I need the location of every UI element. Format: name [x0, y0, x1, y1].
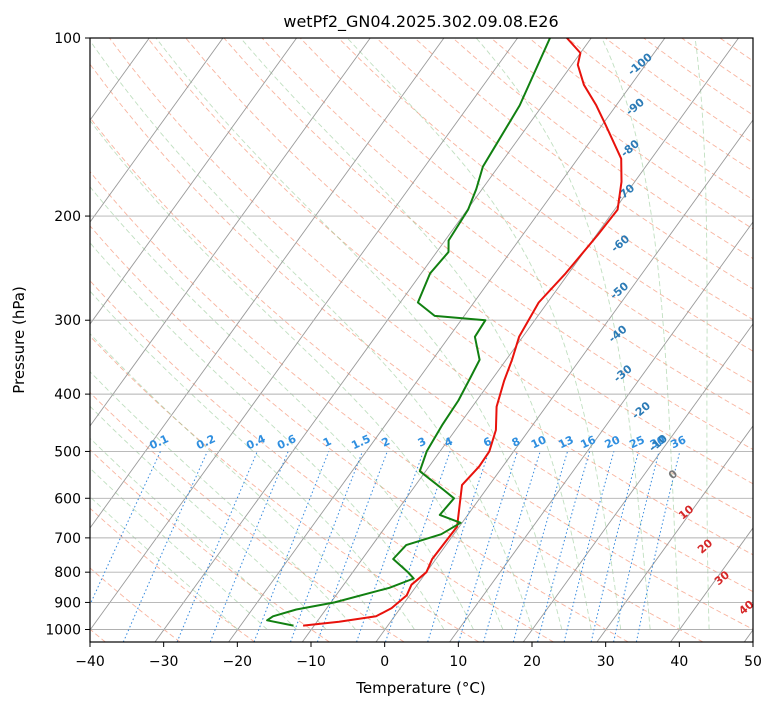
mixing-ratio-line: [427, 451, 490, 642]
dry-adiabat-line: [376, 38, 753, 321]
mixing-ratio-line: [590, 451, 640, 642]
moist-adiabat-line: [90, 290, 415, 630]
isotherm-line: [670, 527, 753, 642]
moist-adiabat-line: [90, 242, 445, 630]
moist-adiabat-line: [90, 371, 356, 630]
isotherm-line: [90, 38, 445, 529]
moist-adiabat-line: [694, 38, 710, 630]
dry-adiabat-line: [90, 170, 704, 642]
dry-adiabat-line: [185, 38, 753, 485]
mixing-ratio-line: [458, 451, 518, 642]
x-tick-label: 0: [380, 654, 389, 670]
isotherm-line: [301, 38, 739, 642]
temperature-profile-line: [302, 38, 623, 627]
x-axis-label: Temperature (°C): [355, 679, 485, 697]
moist-adiabat-line: [346, 38, 622, 630]
isotherm-line: [522, 323, 753, 642]
moist-adiabat-line: [601, 38, 681, 630]
y-tick-label: 500: [54, 444, 81, 460]
moist-adiabat-line: [155, 38, 563, 630]
data-profiles: [266, 38, 623, 627]
mixing-ratio-line: [483, 451, 541, 642]
mixing-ratio-label: 20: [603, 433, 623, 451]
moist-adiabat-line: [475, 38, 651, 630]
isotherm-line: [228, 38, 666, 642]
y-tick-label: 700: [54, 531, 81, 547]
x-tick-label: −40: [75, 654, 105, 670]
mixing-ratio-label: 30: [648, 433, 668, 451]
mixing-ratio-line: [537, 451, 591, 642]
mixing-ratio-line: [253, 451, 330, 642]
isotherm-line: [596, 425, 753, 642]
mixing-ratio-label: 36: [669, 433, 689, 451]
x-tick-label: −20: [223, 654, 253, 670]
dry-adiabat-line: [90, 280, 554, 642]
x-tick-label: 50: [744, 654, 762, 670]
moist-adiabat-line: [90, 39, 533, 630]
moist-adiabat-line: [90, 119, 504, 630]
mixing-ratio-line: [290, 451, 363, 642]
isotherm-line: [375, 119, 753, 642]
mixing-ratio-line: [512, 451, 568, 642]
dry-adiabat-line: [90, 63, 753, 593]
moist-adiabat-line: [90, 405, 327, 630]
isotherm-line: [90, 38, 371, 427]
plot-background-lines: [90, 38, 753, 642]
x-tick-label: 40: [670, 654, 688, 670]
moist-adiabat-line: [240, 38, 592, 630]
mixing-ratio-line: [613, 451, 660, 642]
axes: −40 −30 −20 −10 0 10 20 30 40 50 100 200 300 400 500 60…: [45, 31, 762, 670]
mixing-ratio-label: 10: [529, 433, 549, 451]
y-tick-label: 300: [54, 313, 81, 329]
isotherm-line: [154, 38, 592, 642]
chart-title: wetPf2_GN04.2025.302.09.08.E26: [283, 12, 558, 32]
mixing-ratio-label: 25: [627, 433, 646, 451]
mixing-ratio-label: 16: [578, 433, 598, 451]
mixing-ratio-line: [385, 451, 451, 642]
dry-adiabat-line: [90, 117, 753, 630]
mixing-ratio-line: [122, 451, 208, 642]
x-tick-label: −30: [149, 654, 179, 670]
y-tick-label: 900: [54, 595, 81, 611]
isotherm-line: [90, 38, 518, 631]
dry-adiabat-line: [223, 38, 753, 451]
y-tick-label: 1000: [45, 623, 81, 639]
x-tick-label: 20: [523, 654, 541, 670]
mixing-ratio-line: [316, 451, 388, 642]
dry-adiabat-line: [90, 567, 181, 642]
mixing-ratio-line: [563, 451, 615, 642]
isotherm-line: [449, 221, 753, 642]
dry-adiabat-line: [338, 38, 753, 352]
isotherm-line: [90, 38, 224, 223]
y-tick-label: 600: [54, 491, 81, 507]
y-tick-label: 100: [54, 31, 81, 47]
moist-adiabat-line: [90, 467, 268, 630]
x-tick-label: 10: [449, 654, 467, 670]
moist-adiabat-line: [90, 437, 297, 630]
y-tick-label: 400: [54, 387, 81, 403]
plot-frame: [89, 37, 754, 643]
moist-adiabat-line: [90, 186, 474, 630]
mixing-ratio-label: 13: [556, 433, 575, 451]
y-tick-label: 800: [54, 565, 81, 581]
mixing-ratio-line: [176, 451, 258, 642]
isotherm-line: [90, 38, 297, 325]
x-tick-label: 30: [597, 654, 615, 670]
dewpoint-profile-line: [266, 38, 551, 627]
y-tick-label: 200: [54, 209, 81, 225]
mixing-ratio-line: [209, 451, 289, 642]
y-axis-label: Pressure (hPa): [10, 286, 28, 394]
x-tick-label: −10: [296, 654, 326, 670]
